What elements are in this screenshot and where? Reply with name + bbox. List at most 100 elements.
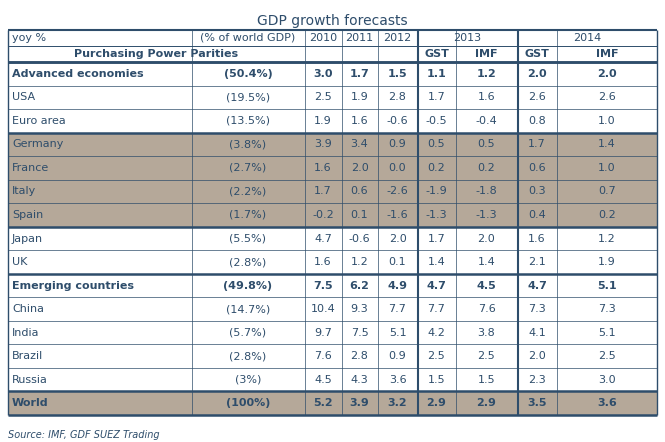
Text: 2011: 2011 bbox=[345, 33, 374, 43]
Text: (3%): (3%) bbox=[235, 375, 261, 385]
Text: 2.0: 2.0 bbox=[597, 69, 617, 79]
Text: 5.1: 5.1 bbox=[598, 328, 616, 338]
Text: 0.0: 0.0 bbox=[388, 163, 406, 173]
Text: 2.6: 2.6 bbox=[528, 92, 546, 102]
Text: 5.1: 5.1 bbox=[388, 328, 406, 338]
Text: -2.6: -2.6 bbox=[386, 187, 408, 196]
Text: Purchasing Power Parities: Purchasing Power Parities bbox=[74, 49, 238, 59]
Text: GST: GST bbox=[525, 49, 549, 59]
Text: -1.3: -1.3 bbox=[426, 210, 448, 220]
Text: 2.1: 2.1 bbox=[528, 257, 546, 267]
Bar bbox=[8, 179, 657, 203]
Text: 3.0: 3.0 bbox=[313, 69, 332, 79]
Text: 2014: 2014 bbox=[573, 33, 602, 43]
Text: Spain: Spain bbox=[12, 210, 43, 220]
Text: -1.8: -1.8 bbox=[475, 187, 497, 196]
Text: Euro area: Euro area bbox=[12, 116, 66, 126]
Text: 2.5: 2.5 bbox=[314, 92, 332, 102]
Text: 3.2: 3.2 bbox=[388, 398, 407, 408]
Text: 4.9: 4.9 bbox=[388, 281, 408, 290]
Text: 1.0: 1.0 bbox=[598, 163, 616, 173]
Text: 4.1: 4.1 bbox=[528, 328, 546, 338]
Text: (2.8%): (2.8%) bbox=[229, 351, 267, 361]
Text: 2.0: 2.0 bbox=[350, 163, 368, 173]
Text: Source: IMF, GDF SUEZ Trading: Source: IMF, GDF SUEZ Trading bbox=[8, 430, 160, 440]
Bar bbox=[8, 368, 657, 392]
Text: GST: GST bbox=[424, 49, 449, 59]
Text: 1.2: 1.2 bbox=[350, 257, 368, 267]
Bar bbox=[8, 250, 657, 274]
Text: 2010: 2010 bbox=[309, 33, 337, 43]
Text: 2013: 2013 bbox=[454, 33, 481, 43]
Text: 5.2: 5.2 bbox=[313, 398, 332, 408]
Text: (50.4%): (50.4%) bbox=[223, 69, 273, 79]
Text: 1.5: 1.5 bbox=[388, 69, 407, 79]
Text: 4.5: 4.5 bbox=[477, 281, 496, 290]
Text: Russia: Russia bbox=[12, 375, 48, 385]
Text: -0.4: -0.4 bbox=[475, 116, 497, 126]
Text: Italy: Italy bbox=[12, 187, 37, 196]
Text: GDP growth forecasts: GDP growth forecasts bbox=[257, 14, 408, 28]
Bar bbox=[8, 392, 657, 415]
Bar bbox=[8, 344, 657, 368]
Text: 0.2: 0.2 bbox=[477, 163, 495, 173]
Text: -0.6: -0.6 bbox=[348, 233, 370, 244]
Text: 7.3: 7.3 bbox=[598, 304, 616, 314]
Text: 1.0: 1.0 bbox=[598, 116, 616, 126]
Text: 3.5: 3.5 bbox=[527, 398, 547, 408]
Text: 1.6: 1.6 bbox=[314, 257, 332, 267]
Text: 2.0: 2.0 bbox=[528, 351, 546, 361]
Bar bbox=[8, 133, 657, 156]
Text: 4.7: 4.7 bbox=[426, 281, 446, 290]
Text: 10.4: 10.4 bbox=[311, 304, 335, 314]
Text: 7.5: 7.5 bbox=[313, 281, 332, 290]
Text: -1.6: -1.6 bbox=[386, 210, 408, 220]
Text: (100%): (100%) bbox=[226, 398, 270, 408]
Text: 2.0: 2.0 bbox=[477, 233, 495, 244]
Text: IMF: IMF bbox=[596, 49, 618, 59]
Text: 6.2: 6.2 bbox=[350, 281, 370, 290]
Text: 2.9: 2.9 bbox=[426, 398, 446, 408]
Text: 0.6: 0.6 bbox=[528, 163, 546, 173]
Text: China: China bbox=[12, 304, 44, 314]
Text: 1.9: 1.9 bbox=[350, 92, 368, 102]
Text: -0.5: -0.5 bbox=[426, 116, 448, 126]
Text: 5.1: 5.1 bbox=[597, 281, 617, 290]
Text: (5.7%): (5.7%) bbox=[229, 328, 267, 338]
Text: 3.0: 3.0 bbox=[598, 375, 616, 385]
Text: World: World bbox=[12, 398, 49, 408]
Text: (14.7%): (14.7%) bbox=[226, 304, 270, 314]
Text: 0.1: 0.1 bbox=[350, 210, 368, 220]
Text: 7.6: 7.6 bbox=[477, 304, 495, 314]
Text: 7.3: 7.3 bbox=[528, 304, 546, 314]
Text: (13.5%): (13.5%) bbox=[226, 116, 270, 126]
Bar bbox=[8, 203, 657, 227]
Bar bbox=[8, 109, 657, 133]
Text: -1.9: -1.9 bbox=[426, 187, 448, 196]
Text: Emerging countries: Emerging countries bbox=[12, 281, 134, 290]
Text: (5.5%): (5.5%) bbox=[229, 233, 267, 244]
Text: 3.8: 3.8 bbox=[477, 328, 495, 338]
Text: 0.8: 0.8 bbox=[528, 116, 546, 126]
Text: 2.9: 2.9 bbox=[477, 398, 497, 408]
Text: (2.8%): (2.8%) bbox=[229, 257, 267, 267]
Text: 2.5: 2.5 bbox=[598, 351, 616, 361]
Text: 7.7: 7.7 bbox=[428, 304, 446, 314]
Text: 9.7: 9.7 bbox=[314, 328, 332, 338]
Text: 4.7: 4.7 bbox=[527, 281, 547, 290]
Text: Advanced economies: Advanced economies bbox=[12, 69, 144, 79]
Text: 2.0: 2.0 bbox=[527, 69, 547, 79]
Text: 3.4: 3.4 bbox=[350, 139, 368, 149]
Text: 1.5: 1.5 bbox=[477, 375, 495, 385]
Text: 1.2: 1.2 bbox=[598, 233, 616, 244]
Text: 1.4: 1.4 bbox=[428, 257, 446, 267]
Text: India: India bbox=[12, 328, 39, 338]
Text: 3.9: 3.9 bbox=[314, 139, 332, 149]
Bar bbox=[8, 86, 657, 109]
Text: 2.5: 2.5 bbox=[477, 351, 495, 361]
Text: 2.8: 2.8 bbox=[350, 351, 368, 361]
Bar bbox=[8, 321, 657, 344]
Text: 2.8: 2.8 bbox=[388, 92, 406, 102]
Text: 2.0: 2.0 bbox=[388, 233, 406, 244]
Text: 1.7: 1.7 bbox=[350, 69, 369, 79]
